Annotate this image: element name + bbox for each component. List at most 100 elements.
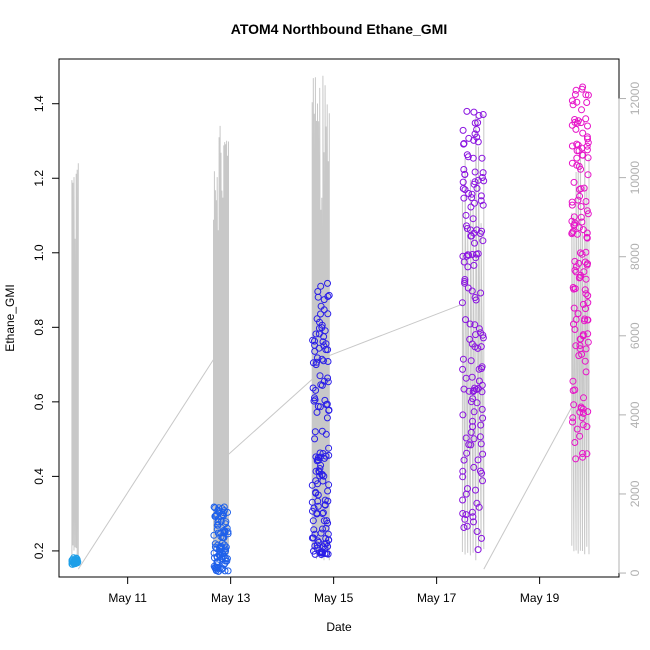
data-point (461, 515, 469, 523)
data-point (220, 526, 228, 534)
data-point (478, 227, 486, 235)
data-point (214, 567, 222, 575)
data-point (583, 450, 591, 458)
data-point (469, 513, 477, 521)
data-point (474, 176, 482, 184)
data-point (314, 502, 322, 510)
data-point (463, 151, 471, 159)
altitude-tick-label: 12000 (628, 82, 642, 116)
data-point (463, 522, 471, 530)
data-point (577, 403, 585, 411)
data-point (320, 517, 328, 525)
data-point (569, 387, 577, 394)
data-point (579, 450, 586, 457)
data-point (573, 425, 581, 433)
data-point (325, 536, 333, 544)
altitude-tick-label: 0 (628, 569, 642, 576)
data-point (474, 138, 482, 146)
altitude-transit-line (329, 303, 463, 357)
data-point (324, 550, 332, 558)
data-point (572, 455, 580, 463)
data-point (472, 486, 479, 494)
data-point (470, 435, 478, 443)
data-point (323, 414, 331, 422)
data-point (462, 211, 470, 219)
data-point (316, 403, 324, 411)
data-point (320, 333, 328, 341)
altitude-tick-label: 4000 (628, 401, 642, 428)
data-point (467, 428, 475, 436)
data-point (577, 203, 585, 210)
data-point (569, 418, 576, 426)
data-point (574, 310, 582, 318)
data-point (317, 282, 325, 290)
data-point (214, 518, 222, 526)
data-point (577, 213, 585, 221)
data-point (462, 490, 470, 498)
data-point (474, 456, 482, 464)
data-point (468, 508, 476, 516)
data-point (584, 299, 592, 307)
x-tick-label: May 15 (314, 591, 354, 605)
data-point (316, 318, 323, 326)
data-point (471, 239, 478, 247)
data-point (462, 511, 470, 519)
data-point (459, 365, 467, 373)
data-point (463, 252, 471, 260)
data-point (469, 215, 477, 223)
data-point (479, 334, 487, 342)
data-point (477, 289, 485, 297)
x-tick-label: May 17 (417, 591, 457, 605)
data-point (572, 86, 580, 94)
data-point (470, 229, 478, 237)
data-point (576, 432, 584, 440)
data-point (568, 229, 576, 237)
data-point (584, 91, 592, 99)
data-point (221, 548, 229, 556)
altitude-tick-label: 6000 (628, 322, 642, 349)
altitude-tick-label: 8000 (628, 243, 642, 270)
data-point (463, 107, 471, 115)
data-point (460, 166, 468, 173)
data-point (584, 338, 592, 346)
data-point (472, 331, 479, 339)
data-point (583, 99, 591, 106)
data-point (459, 411, 467, 419)
data-point (315, 538, 323, 546)
data-point (468, 190, 476, 198)
data-point (579, 83, 587, 91)
data-point (571, 326, 579, 333)
data-point (582, 91, 590, 99)
data-point (314, 537, 322, 545)
data-point (210, 562, 218, 570)
data-point (309, 517, 317, 525)
data-point (582, 368, 590, 376)
y-tick-label: 0.6 (32, 393, 46, 410)
y-tick-label: 0.4 (32, 468, 46, 485)
data-point (577, 185, 585, 193)
data-point (465, 441, 473, 449)
data-point (313, 358, 321, 366)
data-point (579, 226, 587, 234)
data-point (310, 397, 318, 405)
data-point (320, 342, 328, 350)
data-point (576, 192, 584, 200)
data-point (221, 520, 229, 528)
data-point (583, 146, 591, 154)
data-point (313, 510, 321, 518)
data-point (583, 142, 591, 150)
data-point (471, 178, 479, 186)
data-point (582, 115, 590, 123)
data-point (318, 355, 326, 363)
data-point (579, 129, 587, 137)
data-point (580, 184, 588, 192)
data-point (319, 477, 327, 485)
data-point (214, 515, 222, 523)
data-point (460, 524, 468, 531)
data-point (575, 224, 583, 232)
data-point (479, 169, 487, 177)
data-point (582, 198, 590, 205)
data-point (321, 454, 328, 462)
data-point (317, 529, 325, 537)
data-point (583, 233, 591, 241)
